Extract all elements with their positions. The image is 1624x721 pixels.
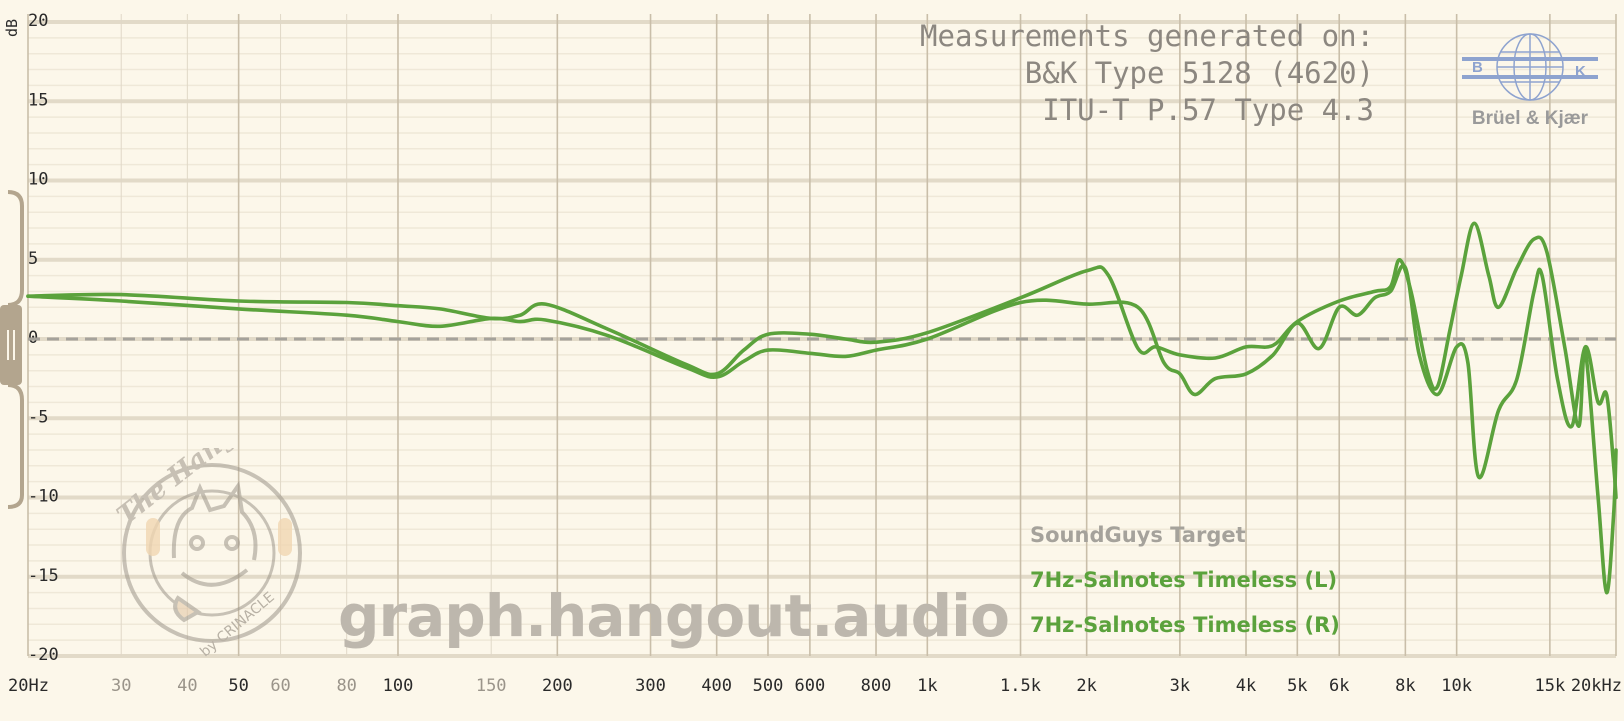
y-axis-label: dB [3, 19, 21, 37]
y-tick-label: 10 [28, 170, 48, 190]
x-tick-label: 60 [270, 676, 290, 696]
measurement-info: Measurements generated on: B&K Type 5128… [920, 18, 1374, 129]
x-tick-label: 15k [1535, 676, 1566, 696]
legend-target[interactable]: SoundGuys Target [1030, 523, 1246, 547]
x-tick-label: 600 [795, 676, 826, 696]
x-tick-label: 2k [1076, 676, 1096, 696]
series-line-right[interactable] [26, 263, 1618, 500]
header-line-2: B&K Type 5128 (4620) [1024, 56, 1374, 90]
series-line-left[interactable] [26, 221, 1618, 595]
logo-letter-b: B [1472, 59, 1483, 76]
x-tick-label: 3k [1170, 676, 1190, 696]
x-tick-label: 5k [1287, 676, 1307, 696]
x-tick-label: 50 [228, 676, 248, 696]
x-tick-label: 30 [111, 676, 131, 696]
x-tick-label: 6k [1329, 676, 1349, 696]
x-tick-label: 100 [383, 676, 414, 696]
x-tick-label: 40 [177, 676, 197, 696]
y-tick-label: 20 [28, 11, 48, 31]
y-axis-slider-handle[interactable] [0, 190, 24, 509]
x-tick-label: 80 [336, 676, 356, 696]
hangout-badge-logo: The Hangout by CRINACLE [112, 448, 302, 658]
legend-right-channel[interactable]: 7Hz-Salnotes Timeless (R) [1030, 613, 1340, 637]
y-tick-label: -20 [28, 645, 59, 665]
x-tick-label: 20Hz [8, 676, 49, 696]
x-tick-label: 150 [476, 676, 507, 696]
logo-letter-k: K [1575, 63, 1586, 80]
x-axis-labels: 20Hz 30 40 50 60 80 100 150 200 300 400 500 600 800 1k… [8, 676, 1622, 696]
x-tick-label: 200 [542, 676, 573, 696]
y-tick-label: -10 [28, 487, 59, 507]
x-tick-label: 500 [753, 676, 784, 696]
x-tick-label: 1k [917, 676, 937, 696]
y-tick-label: 15 [28, 90, 48, 110]
bruel-kjaer-logo: B K [1462, 33, 1598, 101]
x-tick-label: 400 [701, 676, 732, 696]
y-tick-label: -15 [28, 566, 59, 586]
watermark: graph.hangout.audio [338, 582, 1010, 650]
legend: SoundGuys Target 7Hz-Salnotes Timeless (… [1030, 520, 1340, 655]
header-line-3: ITU-T P.57 Type 4.3 [1042, 93, 1374, 127]
legend-left-channel[interactable]: 7Hz-Salnotes Timeless (L) [1030, 568, 1338, 592]
badge-title: The Hangout [112, 448, 281, 531]
vertical-grid [27, 14, 1617, 656]
header-line-1: Measurements generated on: [920, 19, 1374, 53]
x-tick-label: 20kHz [1571, 676, 1622, 696]
x-tick-label: 300 [635, 676, 666, 696]
x-tick-label: 10k [1441, 676, 1472, 696]
series-layer [26, 221, 1618, 595]
y-tick-label: -5 [28, 407, 48, 427]
x-tick-label: 1.5k [1000, 676, 1041, 696]
x-tick-label: 8k [1395, 676, 1415, 696]
x-tick-label: 4k [1236, 676, 1256, 696]
horizontal-grid [28, 20, 1616, 658]
logo-text: Brüel & Kjær [1471, 108, 1589, 129]
x-tick-label: 800 [861, 676, 892, 696]
y-tick-label: 5 [28, 249, 38, 269]
